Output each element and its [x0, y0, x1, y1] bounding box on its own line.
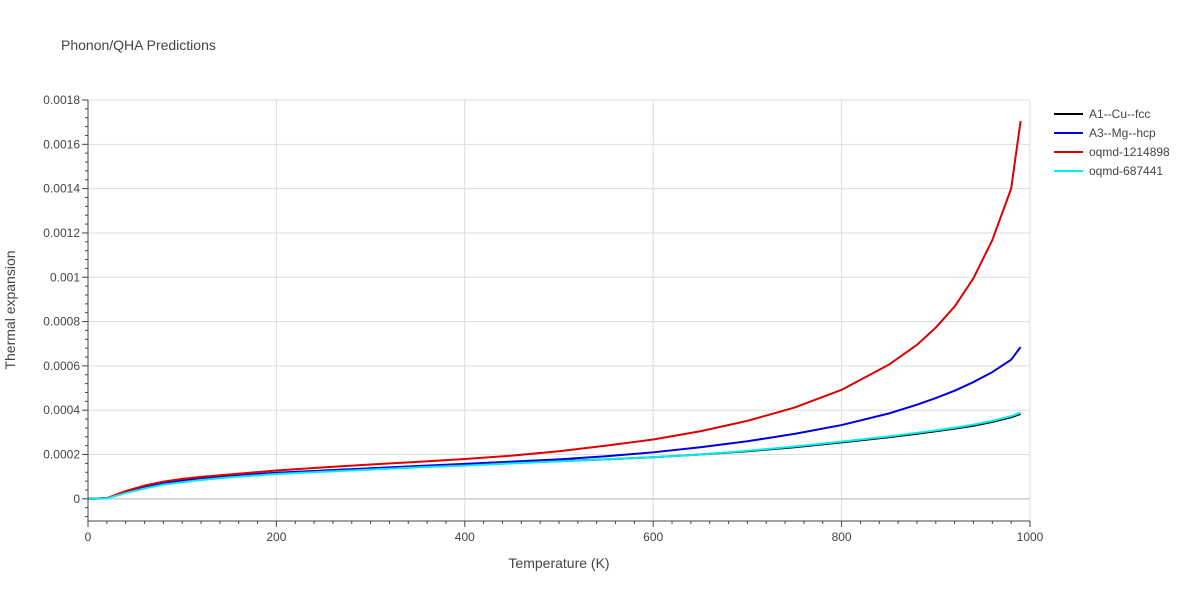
chart-title: Phonon/QHA Predictions	[61, 37, 216, 53]
series-line-oqmd-687441	[87, 411, 1021, 500]
y-tick-label: 0.0014	[43, 182, 80, 196]
legend-label: A3--Mg--hcp	[1089, 126, 1156, 140]
y-tick-label: 0	[73, 492, 80, 506]
y-tick-label: 0.0002	[43, 448, 80, 462]
legend-item-oqmd-1214898[interactable]: oqmd-1214898	[1054, 145, 1170, 159]
legend-item-A3--Mg--hcp[interactable]: A3--Mg--hcp	[1054, 126, 1156, 140]
x-tick-label: 400	[455, 530, 475, 544]
legend-item-oqmd-687441[interactable]: oqmd-687441	[1054, 164, 1163, 178]
y-axis-title: Thermal expansion	[2, 250, 18, 369]
legend-label: A1--Cu--fcc	[1089, 107, 1150, 121]
y-tick-label: 0.0012	[43, 226, 80, 240]
x-tick-label: 1000	[1017, 530, 1044, 544]
x-tick-label: 800	[832, 530, 852, 544]
series-line-oqmd-1214898	[87, 120, 1022, 500]
y-tick-label: 0.0008	[43, 315, 80, 329]
x-tick-label: 0	[85, 530, 92, 544]
x-tick-label: 200	[266, 530, 286, 544]
series-line-A3--Mg--hcp	[87, 346, 1022, 500]
legend-label: oqmd-1214898	[1089, 145, 1170, 159]
grid	[88, 99, 1031, 521]
legend-label: oqmd-687441	[1089, 164, 1163, 178]
y-tick-label: 0.0006	[43, 359, 80, 373]
legend[interactable]: A1--Cu--fcc A3--Mg--hcp oqmd-1214898 oqmd-6…	[1054, 107, 1170, 178]
legend-item-A1--Cu--fcc[interactable]: A1--Cu--fcc	[1054, 107, 1150, 121]
y-tick-label: 0.001	[50, 270, 80, 284]
y-tick-label: 0.0018	[43, 93, 80, 107]
axes: 0 200 400 600 800 1000 0 0.0002 0.0004 0.0006 0.00…	[43, 93, 1043, 544]
x-axis-title: Temperature (K)	[508, 555, 609, 571]
series-layer	[87, 120, 1022, 500]
series-line-A1--Cu--fcc	[87, 413, 1021, 500]
y-tick-label: 0.0016	[43, 137, 80, 151]
y-tick-label: 0.0004	[43, 403, 80, 417]
x-tick-label: 600	[643, 530, 663, 544]
